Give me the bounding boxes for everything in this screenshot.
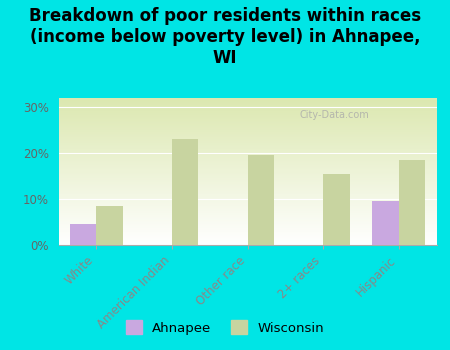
Bar	[399, 160, 425, 245]
Bar	[172, 139, 198, 245]
Legend: Ahnapee, Wisconsin: Ahnapee, Wisconsin	[121, 315, 329, 340]
Bar	[323, 174, 350, 245]
Text: City-Data.com: City-Data.com	[300, 110, 369, 120]
Bar	[70, 224, 96, 245]
Bar	[248, 155, 274, 245]
Text: Breakdown of poor residents within races
(income below poverty level) in Ahnapee: Breakdown of poor residents within races…	[29, 7, 421, 66]
Bar	[96, 206, 123, 245]
Bar	[372, 201, 399, 245]
